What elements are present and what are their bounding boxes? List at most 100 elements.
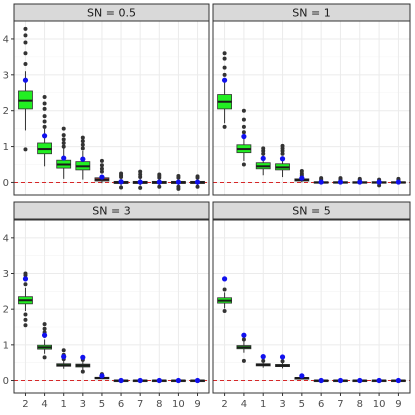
outlier-point <box>241 162 246 167</box>
boxplot-5 <box>94 372 110 380</box>
outlier-point <box>23 147 28 152</box>
outlier-point <box>241 117 246 122</box>
outlier-point <box>241 108 246 113</box>
x-tick-label: 6 <box>318 399 324 410</box>
outlier-point <box>195 174 200 179</box>
mean-marker <box>175 377 182 384</box>
mean-marker <box>80 354 86 360</box>
y-tick-label: 2 <box>3 106 9 117</box>
outlier-point <box>319 176 324 181</box>
y-tick-label: 4 <box>3 34 9 45</box>
boxplot-1 <box>56 348 72 369</box>
outlier-point <box>138 169 143 174</box>
x-tick-label: 4 <box>241 399 247 410</box>
facet-panel-2: SN = 1 <box>212 3 411 196</box>
facet-strip-label: SN = 0.5 <box>87 7 136 20</box>
boxplot-3 <box>275 354 290 369</box>
outlier-point <box>222 287 227 292</box>
mean-marker <box>318 377 324 384</box>
outlier-point <box>176 173 181 178</box>
mean-marker <box>221 77 228 83</box>
boxplot-2 <box>18 271 33 328</box>
mean-marker <box>337 377 344 384</box>
mean-marker <box>99 373 105 379</box>
x-tick-label: 9 <box>395 399 401 410</box>
outlier-point <box>61 348 66 353</box>
x-tick-label: 9 <box>194 399 200 410</box>
facet-strip <box>13 201 210 220</box>
boxplot-5 <box>294 168 310 183</box>
outlier-point <box>222 124 227 129</box>
boxplot-3 <box>275 143 290 178</box>
boxplot-10 <box>371 377 387 384</box>
outlier-point <box>61 133 66 138</box>
outlier-point <box>280 143 285 148</box>
boxplot-7 <box>132 377 148 384</box>
x-tick-label: 8 <box>357 399 363 410</box>
outlier-point <box>157 184 162 189</box>
outlier-point <box>42 101 47 106</box>
mean-marker <box>395 179 402 185</box>
facet-strip-label: SN = 3 <box>92 205 130 218</box>
outlier-point <box>138 185 143 190</box>
mean-marker <box>299 373 305 379</box>
y-tick-label: 3 <box>3 70 9 81</box>
boxplot-10 <box>171 173 186 191</box>
boxplot-7 <box>132 169 148 190</box>
outlier-point <box>80 139 85 144</box>
outlier-point <box>261 151 266 156</box>
outlier-point <box>338 176 343 181</box>
boxplot-2 <box>217 51 232 129</box>
outlier-point <box>119 171 124 176</box>
boxplot-3 <box>75 135 91 180</box>
x-tick-label: 2 <box>221 399 227 410</box>
outlier-point <box>241 130 246 135</box>
x-tick-label: 1 <box>61 399 67 410</box>
y-tick-label: 0 <box>3 376 9 387</box>
outlier-point <box>61 126 66 131</box>
outlier-point <box>23 51 28 56</box>
boxplot-7 <box>333 377 348 384</box>
mean-marker <box>395 377 402 384</box>
x-tick-label: 1 <box>260 399 266 410</box>
outlier-point <box>42 95 47 100</box>
mean-marker <box>175 179 182 185</box>
panel-border <box>212 20 411 196</box>
mean-marker <box>318 179 324 185</box>
mean-marker <box>118 179 124 185</box>
outlier-point <box>280 151 285 156</box>
boxplot-1 <box>56 126 72 179</box>
y-tick-label: 2 <box>3 305 9 316</box>
mean-marker <box>376 179 382 185</box>
facet-panel-1: SN = 0.5 0 1 2 3 4 <box>3 3 210 196</box>
boxplot-4 <box>236 108 252 167</box>
outlier-point <box>23 312 28 317</box>
panel-background <box>14 220 209 393</box>
x-tick-label: 4 <box>41 399 47 410</box>
mean-marker <box>241 332 247 338</box>
mean-marker <box>241 133 247 140</box>
mean-marker <box>279 354 286 360</box>
panel-background <box>213 21 410 195</box>
outlier-point <box>119 185 124 190</box>
boxplot-3 <box>75 354 91 374</box>
boxplot-1 <box>255 354 271 368</box>
outlier-point <box>222 51 227 56</box>
facet-panel-4: SN = 5 2 4 1 3 5 6 7 8 10 9 <box>212 201 411 410</box>
outlier-point <box>23 323 28 328</box>
boxplot-7 <box>333 176 348 185</box>
outlier-point <box>99 166 104 171</box>
mean-marker <box>279 156 286 162</box>
mean-marker <box>137 179 143 185</box>
panel-border <box>13 219 210 394</box>
outlier-point <box>61 140 66 145</box>
boxplot-9 <box>391 377 406 384</box>
boxplot-1 <box>255 146 271 176</box>
panel-border <box>212 219 411 394</box>
facet-strip-label: SN = 1 <box>292 7 330 20</box>
boxplot-6 <box>113 171 129 190</box>
outlier-point <box>61 137 66 142</box>
outlier-point <box>241 337 246 342</box>
mean-marker <box>22 276 29 282</box>
